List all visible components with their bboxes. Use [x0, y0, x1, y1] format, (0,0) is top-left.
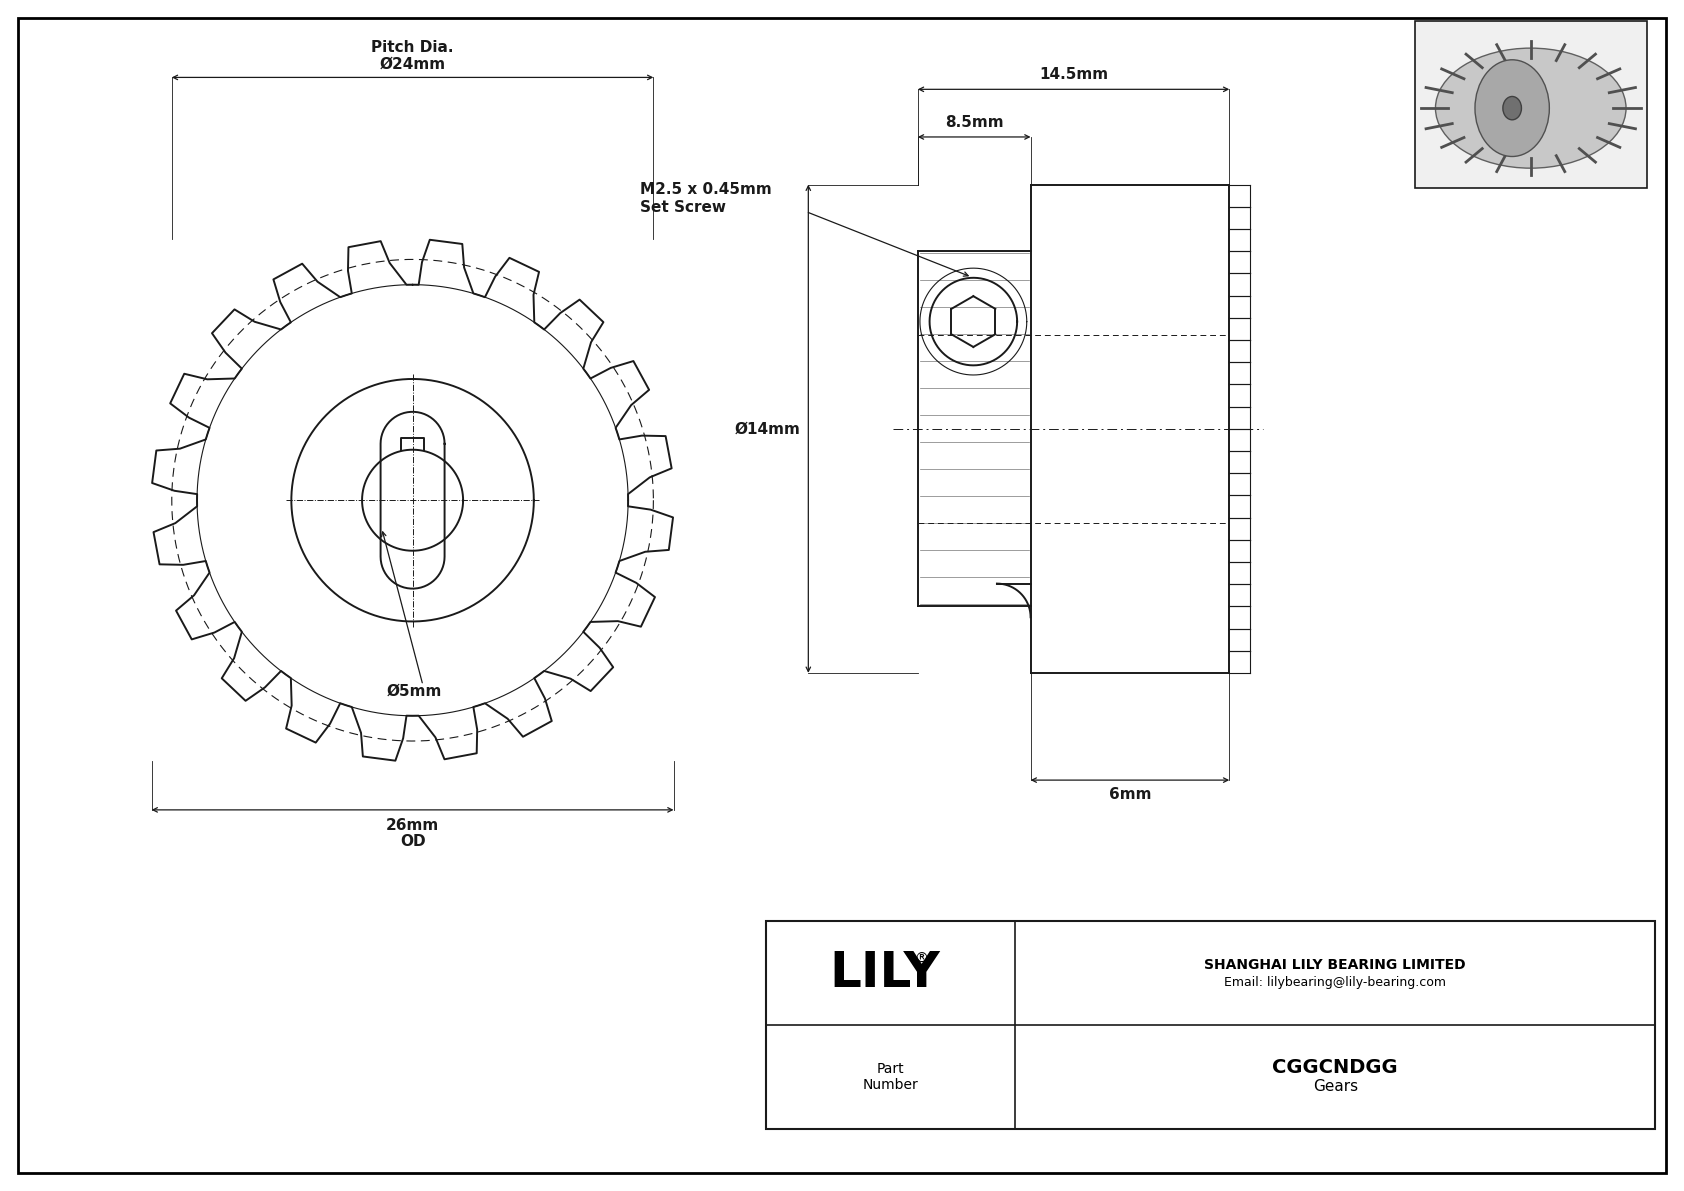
Text: Ø5mm: Ø5mm — [387, 684, 441, 698]
Ellipse shape — [1435, 48, 1627, 168]
Text: LILY: LILY — [829, 949, 940, 997]
Bar — [1415, 21, 1647, 188]
Text: Set Screw: Set Screw — [640, 200, 726, 214]
Text: Pitch Dia.: Pitch Dia. — [372, 40, 453, 56]
Text: Part: Part — [877, 1062, 904, 1075]
Text: SHANGHAI LILY BEARING LIMITED: SHANGHAI LILY BEARING LIMITED — [1204, 958, 1467, 972]
Text: Gears: Gears — [1314, 1079, 1357, 1095]
Text: 6mm: 6mm — [1108, 787, 1152, 802]
Text: ®: ® — [914, 952, 928, 966]
Text: CGGCNDGG: CGGCNDGG — [1273, 1059, 1398, 1078]
Ellipse shape — [1502, 96, 1521, 120]
Ellipse shape — [1475, 60, 1549, 156]
Text: Number: Number — [862, 1078, 918, 1092]
Text: M2.5 x 0.45mm: M2.5 x 0.45mm — [640, 181, 771, 197]
Text: Ø24mm: Ø24mm — [379, 56, 446, 71]
Text: Email: lilybearing@lily-bearing.com: Email: lilybearing@lily-bearing.com — [1224, 977, 1447, 990]
Bar — [766, 921, 1655, 1129]
Text: 8.5mm: 8.5mm — [945, 116, 1004, 130]
Text: Ø14mm: Ø14mm — [734, 422, 800, 436]
Text: 26mm: 26mm — [386, 818, 440, 833]
Text: OD: OD — [399, 834, 426, 849]
Text: 14.5mm: 14.5mm — [1039, 68, 1108, 82]
